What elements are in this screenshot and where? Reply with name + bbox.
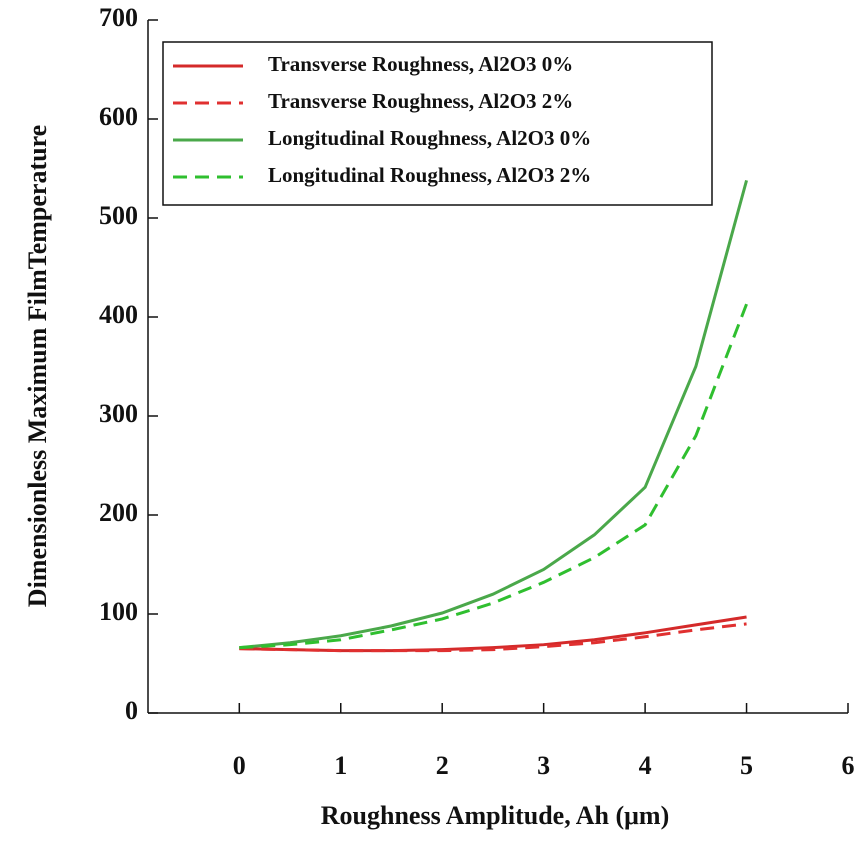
series-line — [239, 303, 748, 650]
y-tick-label: 100 — [99, 597, 138, 626]
legend-label: Transverse Roughness, Al2O3 0% — [268, 52, 573, 76]
x-tick-label: 2 — [436, 751, 449, 780]
x-tick-label: 4 — [639, 751, 652, 780]
y-tick-label: 300 — [99, 399, 138, 428]
legend-label: Longitudinal Roughness, Al2O3 2% — [268, 163, 591, 187]
series-line — [239, 615, 747, 653]
y-tick-label: 600 — [99, 102, 138, 131]
y-tick-label: 200 — [99, 498, 138, 527]
y-tick-label: 700 — [99, 3, 138, 32]
x-tick-label: 3 — [537, 751, 550, 780]
series-line — [239, 179, 748, 650]
y-tick-label: 0 — [125, 696, 138, 725]
x-tick-label: 1 — [334, 751, 347, 780]
y-tick-label: 400 — [99, 300, 138, 329]
legend-label: Transverse Roughness, Al2O3 2% — [268, 89, 573, 113]
x-axis-title: Roughness Amplitude, Ah (μm) — [321, 801, 669, 830]
y-axis-title: Dimensionless Maximum FilmTemperature — [23, 125, 52, 607]
x-tick-label: 0 — [233, 751, 246, 780]
series-line — [239, 622, 747, 653]
y-tick-label: 500 — [99, 201, 138, 230]
x-tick-label: 5 — [740, 751, 753, 780]
legend-box — [162, 41, 713, 206]
legend-label: Longitudinal Roughness, Al2O3 0% — [268, 126, 591, 150]
x-tick-label: 6 — [842, 751, 855, 780]
